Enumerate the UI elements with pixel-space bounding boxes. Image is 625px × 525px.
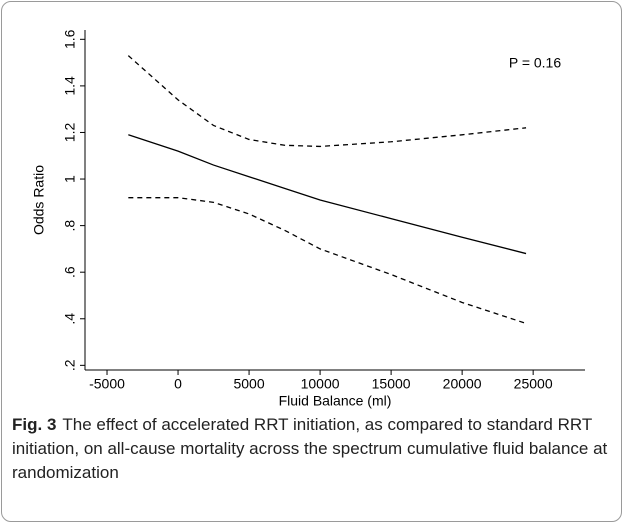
y-tick-label: .8 <box>62 220 78 232</box>
x-tick-label: 20000 <box>443 376 482 392</box>
y-tick-label: .6 <box>62 266 78 278</box>
series-line <box>128 197 527 325</box>
x-tick-label: 25000 <box>514 376 553 392</box>
y-tick-label: 1 <box>62 175 78 183</box>
chart: P = 0.16 Fluid Balance (ml) Odds Ratio -… <box>31 29 585 409</box>
x-tick-label: 10000 <box>301 376 340 392</box>
series-line <box>127 55 527 148</box>
caption-label: Fig. 3 <box>12 415 57 434</box>
y-tick-label: .2 <box>62 359 78 371</box>
y-tick-label: 1.2 <box>62 123 78 143</box>
series-line <box>128 134 527 255</box>
x-tick-label: -5000 <box>89 376 125 392</box>
y-axis-title: Odds Ratio <box>31 165 47 235</box>
y-tick-label: 1.6 <box>62 29 78 49</box>
x-tick-label: 5000 <box>233 376 264 392</box>
annotation: P = 0.16 <box>509 55 562 71</box>
y-tick-label: .4 <box>62 313 78 325</box>
x-tick-label: 15000 <box>372 376 411 392</box>
y-tick-label: 1.4 <box>62 76 78 96</box>
x-axis-title: Fluid Balance (ml) <box>279 393 392 409</box>
caption: Fig. 3 The effect of accelerated RRT init… <box>12 413 612 485</box>
x-tick-label: 0 <box>174 376 182 392</box>
caption-text: The effect of accelerated RRT initiation… <box>12 415 608 482</box>
